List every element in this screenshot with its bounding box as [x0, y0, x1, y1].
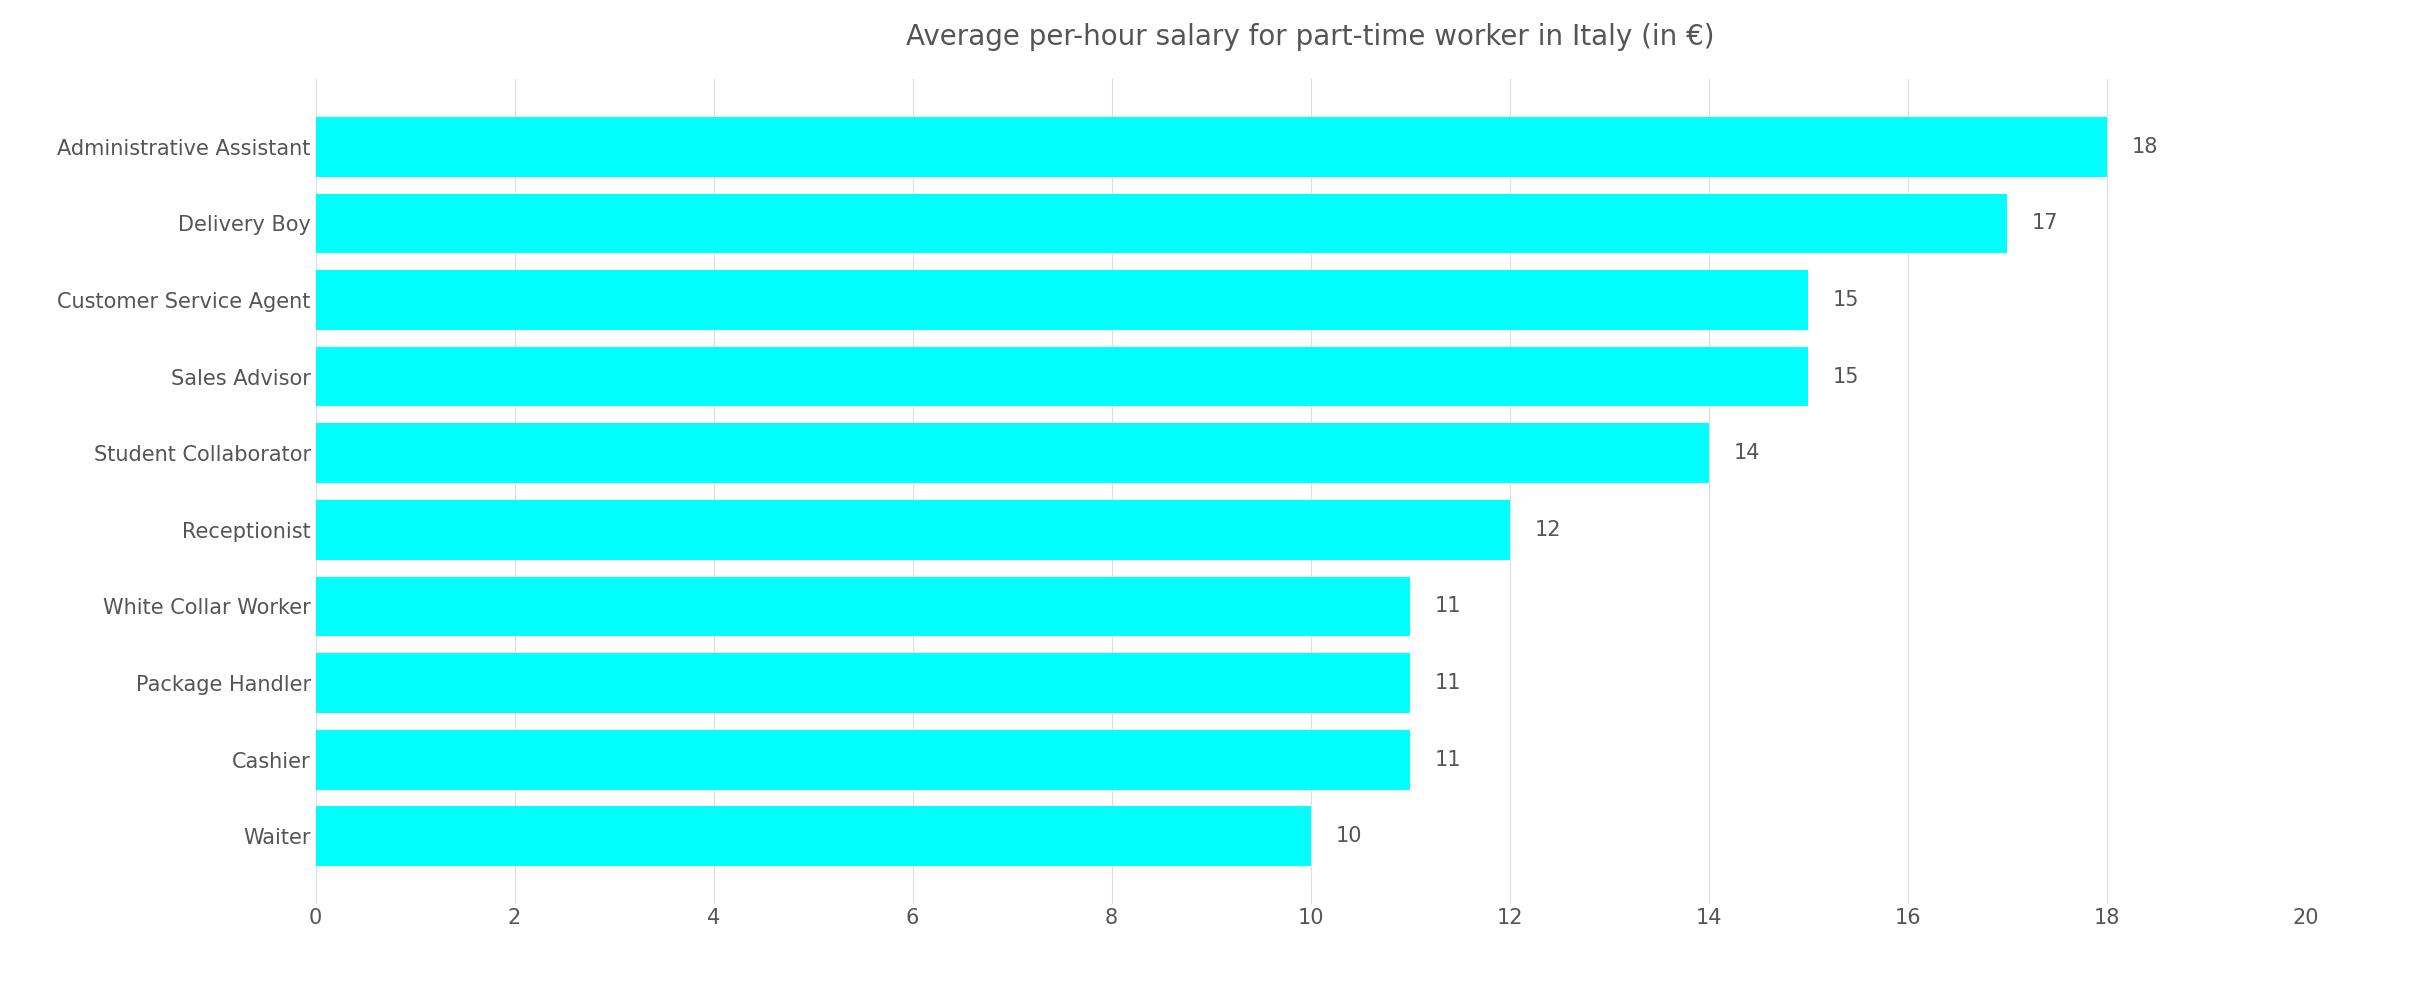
Text: 15: 15: [1832, 366, 1859, 386]
Bar: [316, 806, 1311, 866]
Text: 11: 11: [1434, 673, 1461, 693]
Text: 14: 14: [1733, 443, 1760, 463]
Bar: [316, 270, 1808, 330]
Title: Average per-hour salary for part-time worker in Italy (in €): Average per-hour salary for part-time wo…: [905, 23, 1716, 51]
Text: 17: 17: [2031, 213, 2058, 233]
Text: 12: 12: [1534, 520, 1561, 540]
Text: 11: 11: [1434, 597, 1461, 617]
Bar: [316, 577, 1410, 637]
Bar: [316, 194, 2007, 253]
Bar: [316, 347, 1808, 406]
Bar: [316, 117, 2107, 177]
Text: 10: 10: [1335, 826, 1362, 846]
Bar: [316, 653, 1410, 713]
Text: 18: 18: [2131, 137, 2158, 157]
Bar: [316, 730, 1410, 789]
Bar: [316, 423, 1709, 484]
Text: 15: 15: [1832, 290, 1859, 310]
Bar: [316, 499, 1510, 560]
Text: 11: 11: [1434, 750, 1461, 770]
